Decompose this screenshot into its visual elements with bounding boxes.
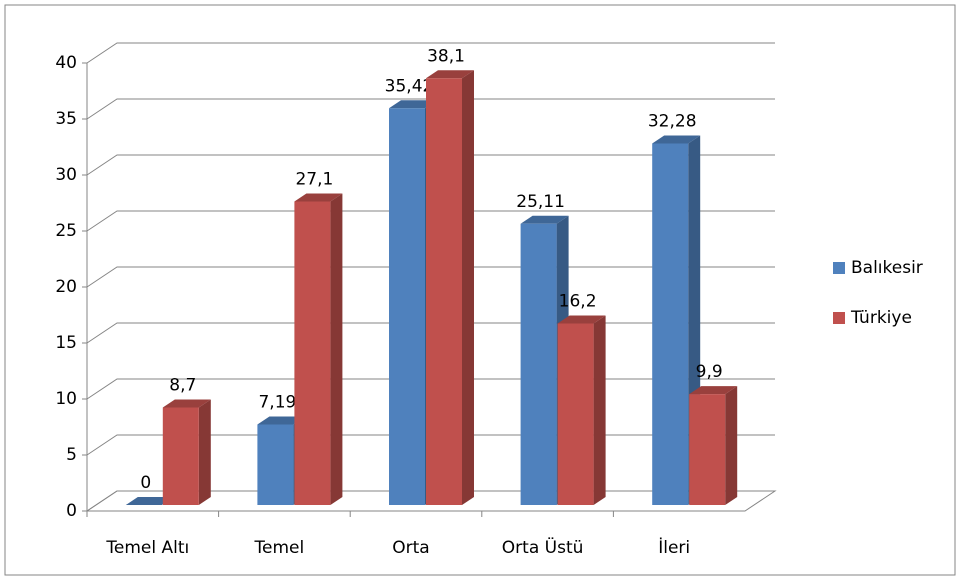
bar-side: [330, 193, 343, 506]
bar-top: [162, 399, 211, 408]
bar-front: [652, 143, 689, 506]
legend-label: Türkiye: [850, 308, 912, 328]
y-tick-label: 5: [66, 445, 77, 465]
bar-top: [689, 386, 738, 395]
grid-line: [86, 98, 775, 120]
bar-front: [557, 323, 594, 505]
grid-line: [86, 210, 775, 232]
bar: [689, 386, 738, 505]
x-tick-label: Orta Üstü: [502, 536, 584, 558]
y-tick-label: 10: [55, 389, 77, 409]
y-tick-label: 20: [55, 277, 77, 297]
bar-top: [426, 70, 474, 79]
grid-line: [86, 42, 775, 64]
bar-top: [257, 416, 306, 425]
data-label: 35,42: [385, 76, 434, 96]
bar-front: [689, 394, 726, 505]
bar-front: [426, 78, 462, 505]
x-tick-label: İleri: [658, 537, 690, 558]
bar: [125, 497, 174, 505]
bar-front: [389, 108, 425, 506]
bar-top: [389, 100, 437, 109]
data-label: 8,7: [169, 376, 196, 396]
bar-top: [294, 193, 343, 202]
x-tick-label: Orta: [392, 538, 429, 558]
bar-top: [520, 215, 569, 224]
data-label: 9,9: [696, 362, 723, 382]
bar-side: [725, 386, 738, 505]
data-label: 27,1: [295, 169, 333, 189]
bar-top: [125, 497, 174, 505]
data-label: 32,28: [648, 111, 697, 131]
bar-top: [557, 315, 606, 324]
legend-swatch: [833, 312, 845, 324]
bar-front: [520, 223, 557, 505]
data-label: 25,11: [516, 192, 565, 212]
bar: [162, 399, 211, 505]
bar: [426, 70, 474, 505]
data-label: 38,1: [427, 46, 465, 66]
bar: [294, 193, 343, 506]
bar-side: [462, 70, 474, 505]
y-tick-label: 15: [55, 333, 77, 353]
x-tick-label: Temel: [254, 538, 305, 558]
bar: [557, 315, 606, 505]
bar-front: [162, 407, 199, 505]
bar-side: [198, 399, 211, 505]
y-tick-label: 35: [55, 109, 77, 129]
x-tick-label: Temel Altı: [105, 538, 189, 558]
data-label: 16,2: [559, 292, 597, 312]
bar-front: [294, 201, 331, 506]
legend-swatch: [833, 262, 845, 274]
y-tick-label: 30: [55, 165, 77, 185]
grid-line: [86, 154, 775, 176]
bar-top: [652, 135, 701, 144]
y-tick-label: 25: [55, 221, 77, 241]
legend-label: Balıkesir: [851, 258, 923, 278]
data-label: 0: [140, 473, 151, 493]
bar-side: [593, 315, 606, 505]
y-tick-label: 40: [55, 53, 77, 73]
data-label: 7,19: [258, 392, 296, 412]
y-tick-label: 0: [66, 501, 77, 521]
bar-front: [257, 424, 294, 505]
